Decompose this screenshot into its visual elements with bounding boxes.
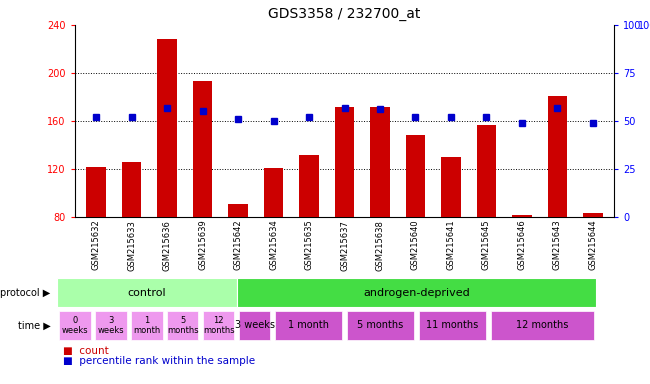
Bar [370, 107, 390, 217]
Bar [131, 311, 162, 340]
Bar [406, 136, 425, 217]
Text: 1
month: 1 month [133, 316, 161, 335]
Bar [167, 311, 198, 340]
Bar [419, 311, 486, 340]
Text: 0
weeks: 0 weeks [62, 316, 88, 335]
Bar [335, 107, 354, 217]
Bar [583, 214, 603, 217]
Text: androgen-deprived: androgen-deprived [363, 288, 470, 298]
Bar [95, 311, 127, 340]
Text: 12 months: 12 months [516, 320, 569, 331]
Bar [264, 168, 283, 217]
Text: 5
months: 5 months [167, 316, 198, 335]
Bar [476, 124, 496, 217]
Text: ■  percentile rank within the sample: ■ percentile rank within the sample [63, 356, 255, 366]
Bar [86, 167, 106, 217]
Text: 5 months: 5 months [358, 320, 404, 331]
Bar [491, 311, 594, 340]
Bar [441, 157, 461, 217]
Text: 3 weeks: 3 weeks [235, 320, 274, 331]
Text: 11 months: 11 months [426, 320, 478, 331]
Bar [228, 204, 248, 217]
Text: ■  count: ■ count [63, 346, 109, 356]
Text: time ▶: time ▶ [18, 320, 50, 331]
Bar [239, 311, 270, 340]
Y-axis label: 100%: 100% [638, 21, 650, 31]
Bar [548, 96, 567, 217]
Bar [346, 311, 414, 340]
Text: 3
weeks: 3 weeks [98, 316, 124, 335]
Bar [59, 311, 90, 340]
Bar [122, 162, 141, 217]
Title: GDS3358 / 232700_at: GDS3358 / 232700_at [268, 7, 421, 21]
Bar [193, 81, 213, 217]
Bar [57, 278, 237, 307]
Text: control: control [127, 288, 166, 298]
Bar [203, 311, 235, 340]
Bar [275, 311, 343, 340]
Bar [237, 278, 596, 307]
Text: 1 month: 1 month [288, 320, 329, 331]
Text: growth protocol ▶: growth protocol ▶ [0, 288, 50, 298]
Bar [157, 40, 177, 217]
Bar [299, 155, 318, 217]
Bar [512, 215, 532, 217]
Text: 12
months: 12 months [203, 316, 235, 335]
